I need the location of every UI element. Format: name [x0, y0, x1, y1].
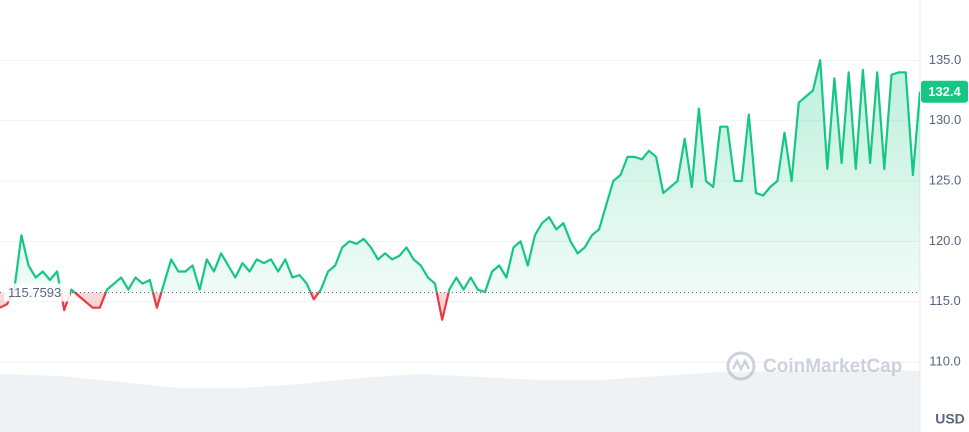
- baseline-label: 115.7593: [8, 285, 61, 300]
- volume: [0, 370, 920, 432]
- baseline-label-bg: [4, 283, 70, 302]
- current-price-label: 132.4: [928, 84, 961, 99]
- area-up: [0, 60, 920, 293]
- price-line-up: [11, 59, 920, 293]
- y-tick-label: 130.0: [929, 112, 962, 127]
- price-line-down: [0, 292, 486, 321]
- watermark: CoinMarketCap: [726, 351, 902, 381]
- y-tick-label: 125.0: [929, 172, 962, 187]
- y-tick-label: 120.0: [929, 233, 962, 248]
- current-price-tag: [921, 80, 968, 103]
- currency-label: USD: [935, 411, 965, 427]
- watermark-text: CoinMarketCap: [763, 356, 902, 377]
- y-tick-label: 135.0: [929, 52, 962, 67]
- y-tick-label: 115.0: [929, 293, 961, 308]
- y-tick-label: 110.0: [929, 353, 961, 368]
